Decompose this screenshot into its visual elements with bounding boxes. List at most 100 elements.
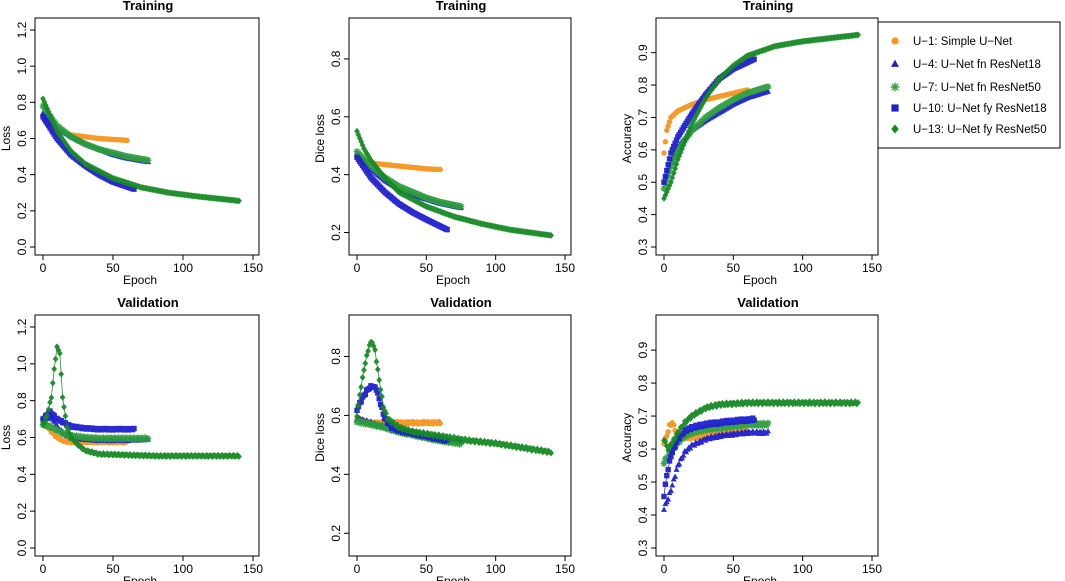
legend-marker-u10: [891, 104, 899, 112]
y-axis-label: Accuracy: [620, 413, 634, 462]
point-u13: [665, 446, 671, 454]
point-u10: [666, 458, 673, 464]
plot-frame: [348, 17, 572, 256]
y-tick-label: 0.2: [15, 202, 29, 219]
point-u13: [737, 400, 744, 408]
point-u13: [61, 403, 67, 411]
point-u1: [124, 137, 130, 144]
y-tick-label: 0.5: [636, 473, 650, 490]
point-u7: [144, 156, 152, 164]
point-u10: [673, 137, 680, 143]
legend-marker-u1: [891, 37, 899, 45]
x-tick-label: 150: [555, 562, 575, 576]
point-u13: [708, 86, 714, 94]
point-u4: [765, 88, 771, 94]
point-u13: [365, 347, 371, 355]
plot-frame: [34, 17, 260, 256]
point-u7: [764, 419, 772, 427]
point-u13: [434, 433, 441, 440]
point-u13: [758, 398, 764, 406]
point-u10: [661, 493, 667, 500]
point-u13: [693, 112, 699, 120]
y-tick-label: 0.7: [636, 407, 650, 424]
y-tick-label: 1.2: [15, 21, 29, 38]
point-u13: [852, 398, 859, 406]
point-u13: [358, 138, 364, 146]
point-u13: [508, 441, 514, 449]
point-u10: [668, 150, 674, 156]
point-u13: [377, 168, 384, 176]
y-tick-label: 0.4: [636, 506, 650, 523]
x-tick-label: 150: [243, 562, 263, 576]
x-axis-label: Epoch: [743, 574, 777, 581]
point-u13: [358, 383, 364, 391]
point-u13: [544, 449, 550, 457]
point-u13: [691, 412, 698, 419]
point-u4: [672, 473, 679, 479]
plot-area: [39, 343, 242, 461]
y-tick-label: 0.3: [636, 539, 650, 556]
point-u13: [759, 400, 766, 408]
point-u13: [58, 370, 65, 378]
point-u4: [661, 506, 667, 512]
point-u13: [373, 358, 380, 365]
y-tick-label: 0.8: [329, 348, 343, 365]
point-u13: [691, 115, 698, 123]
point-u4: [765, 427, 771, 434]
legend-marker-u13: [891, 124, 899, 134]
x-tick-label: 150: [243, 261, 263, 275]
point-u13: [368, 156, 374, 164]
point-u7: [457, 203, 465, 210]
point-u13: [45, 406, 52, 413]
x-tick-label: 100: [486, 261, 506, 275]
y-tick-label: 0.6: [329, 407, 343, 424]
point-u13: [405, 425, 412, 433]
point-u13: [672, 435, 678, 443]
y-axis-label: Loss: [0, 425, 13, 450]
point-u13: [52, 355, 59, 363]
point-u13: [51, 365, 58, 373]
point-u1: [666, 119, 673, 125]
point-u13: [377, 386, 384, 394]
point-u13: [548, 232, 554, 239]
plot-frame: [655, 314, 879, 557]
point-u13: [779, 400, 785, 407]
point-u13: [665, 185, 671, 193]
y-tick-label: 0.6: [15, 130, 29, 147]
point-u13: [359, 374, 366, 381]
panel-val-acc: Validation 0 50 100 150 0.3 0.4 0.5 0.6 0.7 0.8 0.9…: [620, 295, 882, 581]
y-tick-label: 0.6: [329, 108, 343, 125]
point-u4: [669, 482, 676, 488]
legend-symbol-u7: [890, 82, 900, 92]
point-u4: [667, 487, 674, 493]
plot-area: [660, 31, 861, 202]
point-u10: [665, 162, 671, 168]
y-tick-label: 0.3: [636, 238, 650, 255]
point-u13: [702, 405, 709, 413]
point-u10: [362, 391, 369, 398]
point-u10: [676, 435, 682, 442]
point-u13: [663, 442, 670, 450]
legend-label-u10: U−10: U−Net fy ResNet18: [913, 103, 1047, 115]
legend-marker-u4: [891, 59, 899, 67]
point-u13: [831, 400, 838, 408]
point-u13: [662, 191, 669, 199]
point-u4: [687, 445, 694, 451]
x-tick-label: 150: [862, 562, 882, 576]
y-tick-label: 0.8: [15, 392, 29, 409]
point-u13: [795, 398, 802, 405]
series-u10: [354, 154, 450, 233]
panel-title: Validation: [430, 295, 491, 310]
series-u13: [661, 31, 861, 202]
point-u13: [59, 135, 66, 143]
x-axis-label: Epoch: [123, 574, 157, 581]
panel-title: Validation: [737, 295, 798, 310]
point-u13: [69, 434, 76, 442]
legend: U−1: Simple U−Net U−4: U−Net fn ResNet18…: [877, 21, 1061, 149]
point-u13: [812, 400, 818, 408]
point-u10: [669, 147, 676, 153]
point-u1: [671, 422, 677, 428]
point-u13: [718, 402, 724, 410]
x-tick-label: 100: [793, 261, 813, 275]
